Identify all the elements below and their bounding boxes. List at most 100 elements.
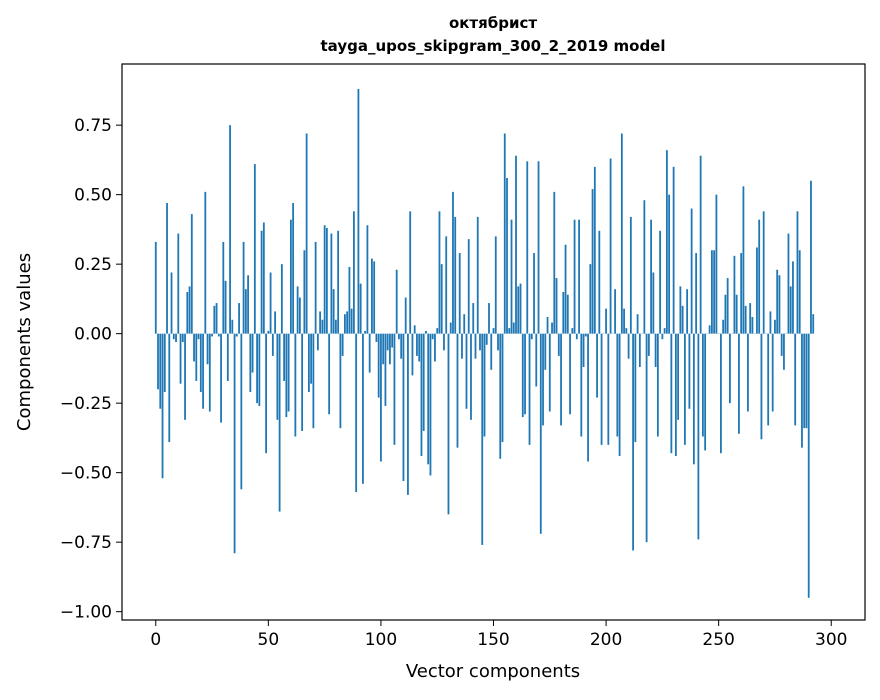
bar [243,242,245,334]
bar [578,220,580,334]
y-axis-label: Components values [14,253,35,431]
bar [729,334,731,404]
bar [466,334,468,409]
bar [231,320,233,334]
bar [376,334,378,342]
bar [587,334,589,462]
bar [470,334,472,420]
bar [506,178,508,334]
bar [358,89,360,334]
bar [711,250,713,333]
bar [213,306,215,334]
bar [565,245,567,334]
x-axis-label: Vector components [406,661,580,682]
bar [369,334,371,373]
bar [380,334,382,462]
bar [407,334,409,495]
chart-subtitle: tayga_upos_skipgram_300_2_2019 model [321,37,666,55]
bar [308,334,310,392]
bar [511,220,513,334]
bar [668,195,670,334]
bar [317,334,319,351]
bar [607,334,609,445]
bar [175,334,177,342]
x-tick-label: 0 [150,630,161,650]
bar [700,156,702,334]
bar [256,334,258,404]
bar [646,334,648,543]
bar [321,320,323,334]
bar [166,203,168,334]
bar [763,211,765,333]
bar [488,303,490,334]
bar [200,334,202,392]
bar [598,231,600,334]
bar [315,242,317,334]
bar [670,334,672,454]
bar [605,309,607,334]
bar [621,134,623,334]
bar [803,334,805,429]
y-tick-label: −0.25 [60,394,112,414]
bar [673,167,675,334]
bar [614,289,616,333]
bar [704,334,706,451]
bar [225,281,227,334]
bar [303,250,305,333]
bar [702,334,704,437]
bar [463,314,465,333]
bar [385,334,387,406]
bar [734,256,736,334]
bar [378,334,380,398]
bar [353,211,355,333]
bar [727,278,729,334]
bar [752,317,754,334]
bar [630,217,632,334]
bar [189,286,191,333]
bar [436,328,438,334]
bar [193,334,195,362]
bar [686,289,688,333]
bar [159,334,161,409]
bar [567,295,569,334]
bar [279,334,281,512]
bar [364,331,366,334]
bar [328,334,330,415]
bar [740,253,742,334]
bar [522,334,524,417]
bar [441,264,443,334]
bar [790,286,792,333]
x-tick-label: 250 [702,630,734,650]
bar [184,334,186,420]
bar [335,320,337,334]
bar [238,303,240,334]
bar [182,334,184,342]
bar [659,231,661,334]
bar [652,273,654,334]
bar [682,306,684,334]
bar [330,234,332,334]
bar [639,334,641,367]
bar [180,334,182,384]
bar [634,334,636,442]
bar [770,311,772,333]
bar [391,334,393,348]
bar [254,164,256,334]
bar [679,286,681,333]
bar [283,334,285,381]
bar [454,217,456,334]
bar [499,334,501,459]
bar [360,284,362,334]
bar [326,228,328,334]
bar [427,334,429,465]
x-tick-label: 200 [590,630,622,650]
bar [452,192,454,334]
bar [387,334,389,351]
bar [373,261,375,333]
bar [258,334,260,406]
bar [285,334,287,417]
bar [806,334,808,429]
y-tick-label: 0.50 [74,186,112,206]
bar [623,309,625,334]
bar [412,334,414,376]
